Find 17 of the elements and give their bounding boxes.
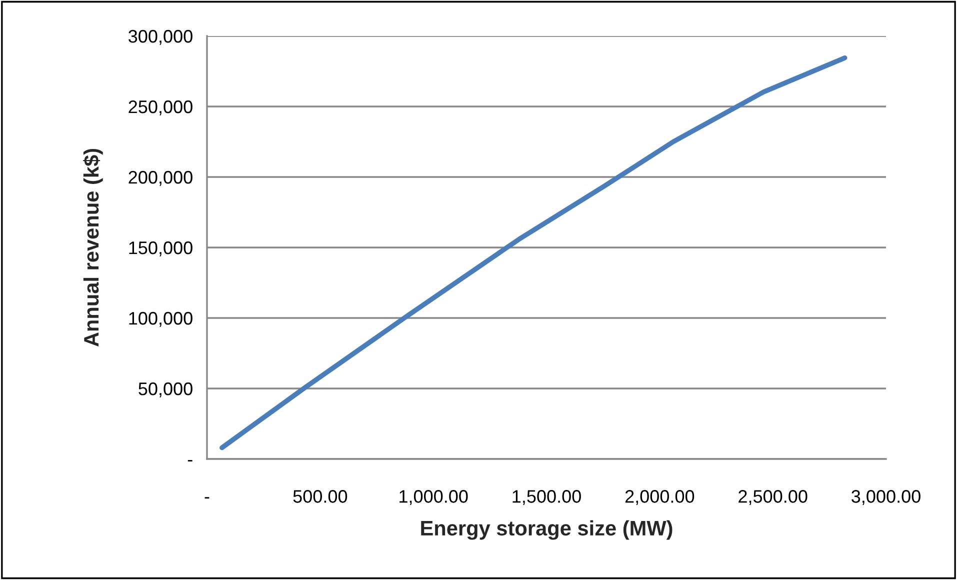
y-tick-label: 250,000 — [128, 100, 192, 116]
line-series — [220, 55, 848, 450]
x-tick-label: - — [204, 497, 210, 499]
x-tick-label: 1,000.00 — [400, 490, 468, 505]
y-axis-title: Annual revenue (k$) — [83, 148, 103, 347]
y-tick-label: 150,000 — [129, 241, 192, 256]
y-tick-label: 200,000 — [128, 170, 192, 186]
y-tick-label: 300,000 — [128, 30, 192, 45]
y-tick-label: 100,000 — [129, 312, 192, 327]
x-axis-title: Energy storage size (MW) — [421, 520, 672, 540]
y-tick-label: - — [188, 460, 192, 462]
x-tick-label: 2,000.00 — [625, 490, 694, 505]
y-tick-label: 50,000 — [138, 382, 192, 398]
x-tick-label: 500.00 — [293, 490, 348, 503]
x-tick-label: 2,500.00 — [738, 490, 808, 505]
x-tick-label: 3,000.00 — [852, 490, 920, 505]
x-tick-label: 1,500.00 — [512, 490, 581, 505]
